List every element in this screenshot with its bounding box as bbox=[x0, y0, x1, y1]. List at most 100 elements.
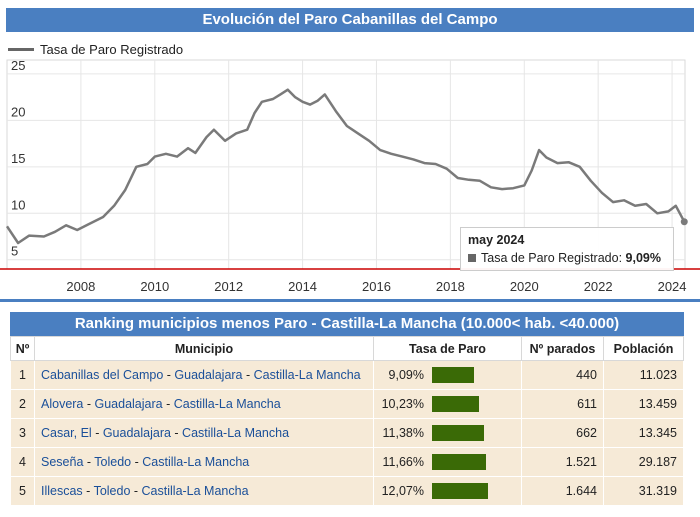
x-tick-label: 2014 bbox=[288, 279, 317, 294]
line-chart: 5 10 15 20 25 2008 2010 2012 2014 2016 2018 2020 202… bbox=[0, 58, 700, 294]
ranking-title: Ranking municipios menos Paro - Castilla… bbox=[10, 312, 684, 336]
header-municipio[interactable]: Municipio bbox=[34, 336, 374, 361]
ranking-panel: Ranking municipios menos Paro - Castilla… bbox=[10, 312, 684, 506]
x-tick-label: 2016 bbox=[362, 279, 391, 294]
provincia-link[interactable]: Toledo bbox=[93, 484, 131, 498]
ranking-body: 1 Cabanillas del Campo - Guadalajara - Ca… bbox=[10, 360, 684, 506]
row-tasa-cell: 9,09% bbox=[373, 360, 522, 390]
table-row[interactable]: 1 Cabanillas del Campo - Guadalajara - Ca… bbox=[10, 360, 684, 390]
row-parados: 611 bbox=[521, 389, 604, 419]
legend-line-swatch bbox=[8, 47, 34, 51]
row-parados: 440 bbox=[521, 360, 604, 390]
comunidad-link[interactable]: Castilla-La Mancha bbox=[142, 455, 250, 469]
row-parados: 1.521 bbox=[521, 447, 604, 477]
legend-label: Tasa de Paro Registrado bbox=[40, 41, 184, 57]
row-rank: 4 bbox=[10, 447, 35, 477]
row-poblacion: 29.187 bbox=[603, 447, 684, 477]
x-tick-label: 2020 bbox=[510, 279, 539, 294]
table-row[interactable]: 5 Illescas - Toledo - Castilla-La Mancha 1… bbox=[10, 476, 684, 506]
row-tasa-cell: 11,38% bbox=[373, 418, 522, 448]
table-row[interactable]: 4 Seseña - Toledo - Castilla-La Mancha 11,… bbox=[10, 447, 684, 477]
table-row[interactable]: 3 Casar, El - Guadalajara - Castilla-La M… bbox=[10, 418, 684, 448]
comunidad-link[interactable]: Castilla-La Mancha bbox=[253, 368, 361, 382]
separator: - bbox=[131, 455, 143, 469]
tasa-value: 9,09% bbox=[388, 368, 424, 382]
x-tick-label: 2024 bbox=[658, 279, 687, 294]
x-tick-label: 2008 bbox=[66, 279, 95, 294]
comunidad-link[interactable]: Castilla-La Mancha bbox=[141, 484, 249, 498]
row-tasa-cell: 11,66% bbox=[373, 447, 522, 477]
municipio-link[interactable]: Casar, El bbox=[41, 426, 92, 440]
tasa-bar bbox=[432, 367, 474, 383]
ranking-header-row: Nº Municipio Tasa de Paro Nº parados Pob… bbox=[10, 336, 684, 361]
tooltip-series-swatch bbox=[468, 254, 476, 262]
separator: - bbox=[163, 368, 175, 382]
separator: - bbox=[162, 397, 174, 411]
data-point-highlight bbox=[680, 218, 688, 226]
x-tick-label: 2018 bbox=[436, 279, 465, 294]
separator: - bbox=[242, 368, 254, 382]
row-rank: 1 bbox=[10, 360, 35, 390]
y-tick-label: 20 bbox=[11, 104, 25, 119]
section-divider bbox=[0, 299, 700, 302]
row-poblacion: 31.319 bbox=[603, 476, 684, 506]
provincia-link[interactable]: Guadalajara bbox=[102, 426, 171, 440]
header-rank[interactable]: Nº bbox=[10, 336, 35, 361]
tooltip-date: may 2024 bbox=[468, 233, 525, 247]
header-tasa[interactable]: Tasa de Paro bbox=[373, 336, 522, 361]
tasa-value: 11,66% bbox=[382, 455, 424, 469]
x-tick-label: 2010 bbox=[140, 279, 169, 294]
tasa-value: 12,07% bbox=[381, 484, 424, 498]
municipio-link[interactable]: Illescas bbox=[41, 484, 83, 498]
row-poblacion: 11.023 bbox=[603, 360, 684, 390]
x-tick-label: 2022 bbox=[584, 279, 613, 294]
series-line bbox=[5, 88, 686, 245]
tasa-value: 11,38% bbox=[382, 426, 424, 440]
comunidad-link[interactable]: Castilla-La Mancha bbox=[173, 397, 281, 411]
header-poblacion[interactable]: Población bbox=[603, 336, 684, 361]
comunidad-link[interactable]: Castilla-La Mancha bbox=[182, 426, 290, 440]
municipio-link[interactable]: Alovera bbox=[41, 397, 84, 411]
tasa-bar bbox=[432, 483, 488, 499]
municipio-link[interactable]: Seseña bbox=[41, 455, 84, 469]
row-rank: 3 bbox=[10, 418, 35, 448]
row-rank: 2 bbox=[10, 389, 35, 419]
ranking-table: Nº Municipio Tasa de Paro Nº parados Pob… bbox=[10, 336, 684, 506]
tasa-bar bbox=[432, 454, 486, 470]
y-tick-label: 10 bbox=[11, 197, 25, 212]
separator: - bbox=[170, 426, 183, 440]
tasa-value: 10,23% bbox=[381, 397, 424, 411]
municipio-link[interactable]: Cabanillas del Campo bbox=[41, 368, 164, 382]
tooltip-value: 9,09% bbox=[625, 251, 661, 265]
x-tick-label: 2012 bbox=[214, 279, 243, 294]
row-municipio-cell: Casar, El - Guadalajara - Castilla-La Ma… bbox=[34, 418, 374, 448]
chart-tooltip: may 2024 Tasa de Paro Registrado: 9,09% bbox=[460, 227, 674, 271]
table-row[interactable]: 2 Alovera - Guadalajara - Castilla-La Man… bbox=[10, 389, 684, 419]
chart-title: Evolución del Paro Cabanillas del Campo bbox=[6, 8, 694, 32]
row-poblacion: 13.345 bbox=[603, 418, 684, 448]
header-parados[interactable]: Nº parados bbox=[521, 336, 604, 361]
row-municipio-cell: Illescas - Toledo - Castilla-La Mancha bbox=[34, 476, 374, 506]
separator: - bbox=[91, 426, 103, 440]
row-parados: 1.644 bbox=[521, 476, 604, 506]
row-poblacion: 13.459 bbox=[603, 389, 684, 419]
separator: - bbox=[82, 484, 94, 498]
provincia-link[interactable]: Toledo bbox=[94, 455, 132, 469]
provincia-link[interactable]: Guadalajara bbox=[94, 397, 163, 411]
provincia-link[interactable]: Guadalajara bbox=[174, 368, 243, 382]
row-municipio-cell: Cabanillas del Campo - Guadalajara - Cas… bbox=[34, 360, 374, 390]
row-municipio-cell: Alovera - Guadalajara - Castilla-La Manc… bbox=[34, 389, 374, 419]
row-rank: 5 bbox=[10, 476, 35, 506]
separator: - bbox=[83, 397, 95, 411]
y-tick-label: 5 bbox=[11, 244, 18, 259]
row-tasa-cell: 10,23% bbox=[373, 389, 522, 419]
y-tick-label: 25 bbox=[11, 58, 25, 73]
chart-legend[interactable]: Tasa de Paro Registrado bbox=[8, 40, 183, 58]
row-parados: 662 bbox=[521, 418, 604, 448]
tasa-bar bbox=[432, 396, 479, 412]
separator: - bbox=[130, 484, 142, 498]
row-tasa-cell: 12,07% bbox=[373, 476, 522, 506]
separator: - bbox=[83, 455, 95, 469]
row-municipio-cell: Seseña - Toledo - Castilla-La Mancha bbox=[34, 447, 374, 477]
tasa-bar bbox=[432, 425, 484, 441]
